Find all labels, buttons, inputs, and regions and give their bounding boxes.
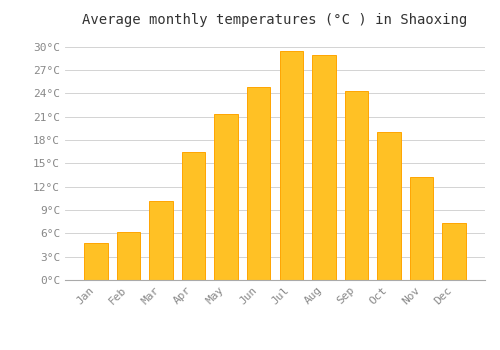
Bar: [84, 243, 108, 280]
Bar: [410, 177, 434, 280]
Title: Average monthly temperatures (°C ) in Shaoxing: Average monthly temperatures (°C ) in Sh…: [82, 13, 468, 27]
Bar: [214, 114, 238, 280]
Bar: [182, 153, 206, 280]
Bar: [378, 132, 401, 280]
Bar: [247, 87, 270, 280]
Bar: [149, 201, 172, 280]
Bar: [442, 223, 466, 280]
Bar: [280, 51, 303, 280]
Bar: [344, 91, 368, 280]
Bar: [116, 232, 140, 280]
Bar: [312, 55, 336, 280]
